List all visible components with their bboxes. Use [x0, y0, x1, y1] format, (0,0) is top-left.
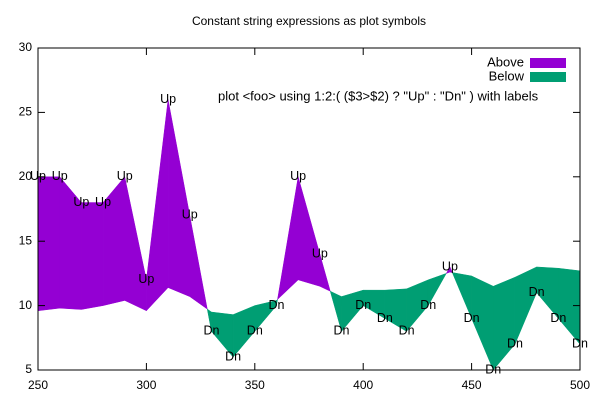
point-label: Up [312, 246, 328, 260]
point-label: Up [73, 195, 89, 209]
point-label: Up [290, 169, 306, 183]
chart-title: Constant string expressions as plot symb… [192, 14, 426, 28]
point-label: Dn [420, 298, 436, 312]
y-tick-label: 25 [19, 105, 33, 119]
x-tick-label: 300 [136, 378, 156, 392]
point-label: Dn [399, 324, 415, 338]
point-label: Up [442, 259, 458, 273]
fill-area [514, 266, 537, 345]
point-label: Dn [225, 349, 241, 363]
point-label: Up [182, 208, 198, 222]
legend-label: Below [489, 68, 525, 83]
fill-area [558, 267, 581, 345]
point-label: Dn [203, 324, 219, 338]
fill-area [124, 176, 147, 312]
fill-area [37, 176, 60, 312]
point-label: Up [160, 92, 176, 106]
y-tick-label: 10 [19, 298, 33, 312]
point-label: Up [138, 272, 154, 286]
annotation: plot <foo> using 1:2:( ($3>$2) ? "Up" : … [218, 88, 539, 103]
point-label: Dn [355, 298, 371, 312]
point-label: Dn [247, 324, 263, 338]
fill-area [81, 202, 104, 310]
x-tick-label: 350 [245, 378, 265, 392]
legend-swatch [530, 72, 566, 82]
point-label: Dn [377, 311, 393, 325]
point-label: Dn [529, 285, 545, 299]
point-label: Dn [485, 362, 501, 376]
point-label: Dn [464, 311, 480, 325]
fill-area [319, 254, 331, 292]
fill-area [277, 176, 299, 301]
plot-border [37, 47, 581, 371]
point-label: Up [117, 169, 133, 183]
x-tick-label: 250 [28, 378, 48, 392]
point-label: Up [95, 195, 111, 209]
legend-swatch [530, 58, 566, 68]
point-label: Dn [507, 337, 523, 351]
fill-area [167, 99, 191, 297]
legend-label: Above [487, 54, 524, 69]
y-tick-label: 5 [25, 362, 32, 376]
y-tick-label: 15 [19, 233, 33, 247]
point-label: Dn [550, 311, 566, 325]
fill-area [276, 298, 278, 306]
x-tick-label: 500 [570, 378, 590, 392]
point-label: Dn [268, 298, 284, 312]
fill-area [427, 272, 447, 307]
y-tick-label: 20 [19, 169, 33, 183]
fill-area [449, 266, 453, 273]
fill-area [297, 176, 321, 287]
point-label: Up [52, 169, 68, 183]
x-tick-label: 450 [462, 378, 482, 392]
fill-area [493, 276, 516, 371]
fill-area [189, 215, 208, 310]
y-tick-label: 30 [19, 40, 33, 54]
x-tick-label: 400 [353, 378, 373, 392]
point-label: Dn [334, 324, 350, 338]
